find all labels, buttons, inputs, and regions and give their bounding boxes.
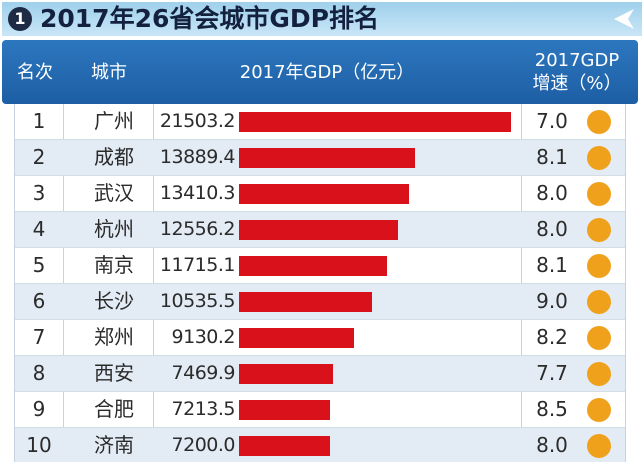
growth-dot-marker: [587, 254, 611, 278]
rank-label: 9: [32, 397, 46, 421]
table-row: 2 成都 13889.4 8.1: [15, 140, 625, 176]
rank-label: 3: [32, 181, 46, 205]
growth-dot-marker: [587, 218, 611, 242]
title-number-badge: 1: [8, 7, 32, 31]
growth-value-label: 8.0: [536, 217, 568, 241]
growth-value-label: 8.1: [536, 145, 568, 169]
chart-title: 2017年26省会城市GDP排名: [40, 4, 379, 33]
growth-dot-marker: [587, 290, 611, 314]
header-growth-line2: 增速（%）: [532, 73, 622, 94]
table-row: 4 杭州 12556.2 8.0: [15, 212, 625, 248]
gdp-bar: [239, 328, 355, 348]
gdp-value-label: 10535.5: [159, 290, 236, 312]
gdp-bar: [239, 364, 334, 384]
city-label: 合肥: [94, 397, 134, 421]
growth-dot-marker: [587, 398, 611, 422]
table-row: 9 合肥 7213.5 8.5: [15, 392, 625, 428]
city-label: 济南: [94, 433, 134, 457]
header-rank: 名次: [17, 61, 53, 83]
rank-label: 5: [32, 253, 46, 277]
rank-label: 7: [32, 325, 46, 349]
table-row: 5 南京 11715.1 8.1: [15, 248, 625, 284]
table-row: 3 武汉 13410.3 8.0: [15, 176, 625, 212]
gdp-value-label: 12556.2: [159, 218, 236, 240]
growth-dot-marker: [587, 326, 611, 350]
gdp-bar: [239, 148, 415, 168]
gdp-bar: [239, 184, 409, 204]
city-label: 郑州: [94, 325, 134, 349]
growth-value-label: 8.5: [536, 397, 568, 421]
gdp-bar: [239, 220, 398, 240]
growth-value-label: 8.2: [536, 325, 568, 349]
rank-label: 2: [32, 145, 46, 169]
city-label: 武汉: [94, 181, 134, 205]
rank-label: 8: [32, 361, 46, 385]
growth-dot-marker: [587, 110, 611, 134]
gdp-table: 1 广州 21503.2 7.0 2 成都 13889.4 8.1 3 武汉 13410.3 8.0 4…: [14, 104, 626, 462]
city-label: 成都: [94, 145, 134, 169]
header-growth-line1: 2017GDP: [534, 50, 620, 71]
rank-label: 1: [32, 109, 46, 133]
table-header: 名次 城市 2017年GDP（亿元） 2017GDP 增速（%）: [2, 40, 638, 104]
gdp-bar: [239, 256, 388, 276]
city-label: 长沙: [94, 289, 134, 313]
growth-dot-marker: [587, 434, 611, 458]
growth-value-label: 9.0: [536, 289, 568, 313]
table-row: 10 济南 7200.0 8.0: [15, 428, 625, 462]
rank-label: 10: [26, 433, 52, 457]
header-city: 城市: [91, 61, 127, 83]
growth-dot-marker: [587, 146, 611, 170]
header-growth: 2017GDP 增速（%）: [518, 40, 636, 104]
gdp-value-label: 11715.1: [159, 254, 236, 276]
table-row: 7 郑州 9130.2 8.2: [15, 320, 625, 356]
rank-label: 4: [32, 217, 46, 241]
table-row: 1 广州 21503.2 7.0: [15, 104, 625, 140]
growth-dot-marker: [587, 182, 611, 206]
growth-value-label: 8.1: [536, 253, 568, 277]
header-gdp: 2017年GDP（亿元）: [239, 61, 415, 83]
rank-label: 6: [32, 289, 46, 313]
gdp-bar: [239, 436, 331, 456]
gdp-value-label: 7469.9: [171, 362, 236, 384]
city-label: 广州: [94, 109, 134, 133]
table-row: 6 长沙 10535.5 9.0: [15, 284, 625, 320]
growth-value-label: 7.0: [536, 109, 568, 133]
city-label: 南京: [94, 253, 134, 277]
gdp-value-label: 13410.3: [159, 182, 236, 204]
growth-value-label: 8.0: [536, 433, 568, 457]
chevron-left-icon[interactable]: [608, 7, 638, 31]
title-bar: 1 2017年26省会城市GDP排名: [2, 2, 642, 36]
gdp-value-label: 7213.5: [171, 398, 236, 420]
gdp-value-label: 7200.0: [171, 434, 236, 456]
gdp-bar: [239, 292, 373, 312]
gdp-bar: [239, 112, 511, 132]
growth-value-label: 8.0: [536, 181, 568, 205]
city-label: 西安: [94, 361, 134, 385]
gdp-value-label: 13889.4: [159, 146, 236, 168]
gdp-bar: [239, 400, 331, 420]
table-row: 8 西安 7469.9 7.7: [15, 356, 625, 392]
growth-dot-marker: [587, 362, 611, 386]
growth-value-label: 7.7: [536, 361, 568, 385]
gdp-value-label: 21503.2: [159, 110, 236, 132]
gdp-value-label: 9130.2: [171, 326, 236, 348]
city-label: 杭州: [94, 217, 134, 241]
